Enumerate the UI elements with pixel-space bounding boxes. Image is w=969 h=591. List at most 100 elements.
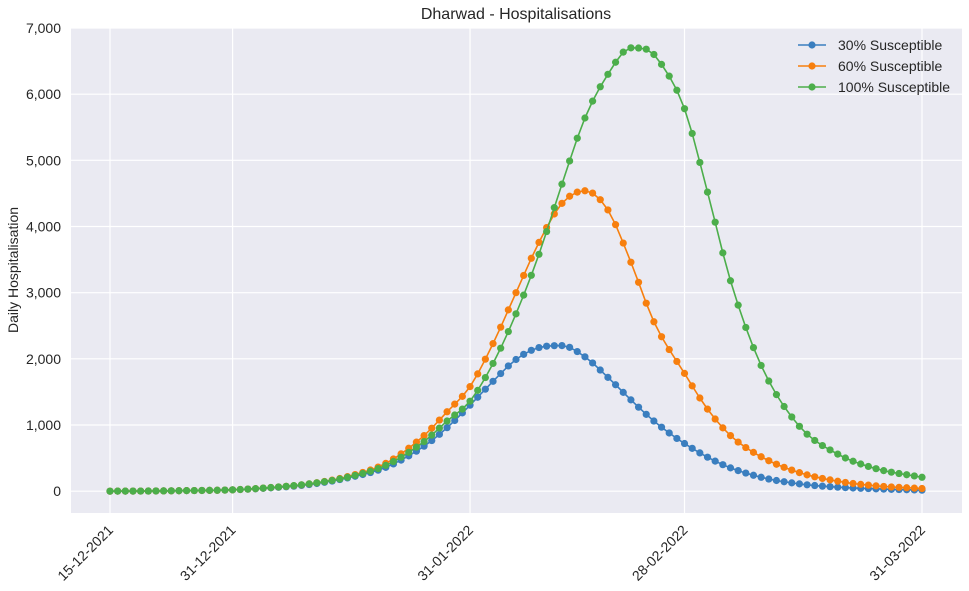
- data-point: [451, 411, 459, 419]
- data-point: [765, 457, 773, 465]
- data-point: [397, 453, 405, 461]
- data-point: [895, 469, 903, 478]
- data-point: [190, 486, 198, 495]
- legend-marker: [808, 62, 816, 70]
- data-point: [642, 299, 650, 307]
- data-point: [749, 471, 758, 479]
- data-point: [788, 466, 796, 474]
- data-point: [481, 355, 489, 363]
- data-point: [466, 397, 474, 405]
- data-point: [543, 342, 551, 350]
- data-point: [711, 457, 719, 465]
- legend-entry: 100% Susceptible: [798, 79, 950, 95]
- data-point: [818, 482, 827, 490]
- data-point: [267, 483, 275, 492]
- y-tick-label: 1,000: [26, 417, 61, 433]
- data-point: [795, 469, 804, 477]
- legend-label: 30% Susceptible: [838, 37, 943, 53]
- data-point: [757, 361, 765, 370]
- data-point: [910, 472, 918, 480]
- data-point: [497, 323, 505, 331]
- data-point: [596, 83, 604, 91]
- data-point: [726, 464, 735, 472]
- data-point: [543, 227, 551, 236]
- data-point: [596, 366, 604, 374]
- data-point: [887, 468, 895, 476]
- data-point: [435, 430, 443, 438]
- data-point: [680, 439, 689, 448]
- data-point: [780, 463, 788, 471]
- legend-marker: [808, 41, 816, 49]
- data-point: [772, 391, 781, 399]
- data-point: [834, 483, 842, 491]
- series-layer: [106, 44, 926, 495]
- data-point: [558, 342, 566, 350]
- data-point: [688, 382, 696, 390]
- data-point: [114, 487, 122, 495]
- data-point: [818, 441, 827, 450]
- data-point: [872, 482, 880, 490]
- data-point: [788, 413, 796, 421]
- data-point: [849, 457, 857, 465]
- data-point: [274, 483, 283, 491]
- data-point: [795, 422, 804, 430]
- data-point: [826, 483, 834, 491]
- data-point: [474, 393, 482, 401]
- data-point: [627, 258, 635, 266]
- data-point: [382, 461, 390, 469]
- data-point: [221, 486, 229, 494]
- data-point: [657, 60, 666, 68]
- data-point: [749, 343, 758, 352]
- data-point: [803, 430, 811, 438]
- data-point: [566, 192, 574, 200]
- data-point: [918, 473, 926, 481]
- data-point: [558, 180, 566, 188]
- data-point: [535, 238, 543, 246]
- data-point: [213, 486, 221, 494]
- data-point: [512, 289, 520, 297]
- data-point: [474, 370, 482, 378]
- data-point: [535, 250, 543, 258]
- data-point: [895, 483, 903, 491]
- data-point: [336, 475, 344, 483]
- data-point: [696, 449, 704, 457]
- data-point: [696, 158, 704, 167]
- data-point: [657, 423, 666, 431]
- data-point: [596, 196, 604, 204]
- data-point: [742, 443, 750, 452]
- data-point: [489, 359, 497, 368]
- data-point: [703, 453, 712, 461]
- data-point: [680, 369, 689, 377]
- data-point: [803, 471, 811, 479]
- data-point: [665, 429, 673, 437]
- x-ticks: 15-12-2021 31-12-2021 31-01-2022 28-02-2022…: [54, 522, 928, 584]
- y-tick-label: 6,000: [26, 86, 61, 102]
- data-point: [772, 476, 781, 485]
- data-point: [726, 431, 735, 440]
- data-point: [903, 484, 911, 492]
- data-point: [451, 416, 459, 425]
- data-point: [826, 476, 834, 484]
- data-point: [642, 410, 650, 418]
- legend-label: 60% Susceptible: [838, 58, 943, 74]
- data-point: [673, 357, 681, 366]
- series-3: [106, 44, 926, 495]
- data-point: [834, 450, 842, 458]
- data-point: [443, 408, 451, 416]
- data-point: [412, 438, 421, 446]
- data-point: [872, 465, 880, 473]
- data-point: [795, 480, 804, 488]
- data-point: [757, 473, 765, 481]
- data-point: [129, 487, 137, 495]
- data-point: [520, 350, 528, 358]
- data-point: [512, 355, 520, 364]
- data-point: [619, 48, 627, 56]
- y-tick-label: 7,000: [26, 20, 61, 36]
- data-point: [474, 386, 482, 394]
- data-point: [880, 467, 888, 475]
- data-point: [389, 457, 398, 466]
- data-point: [205, 486, 214, 494]
- data-point: [665, 345, 673, 354]
- data-point: [343, 473, 352, 481]
- data-point: [841, 454, 850, 462]
